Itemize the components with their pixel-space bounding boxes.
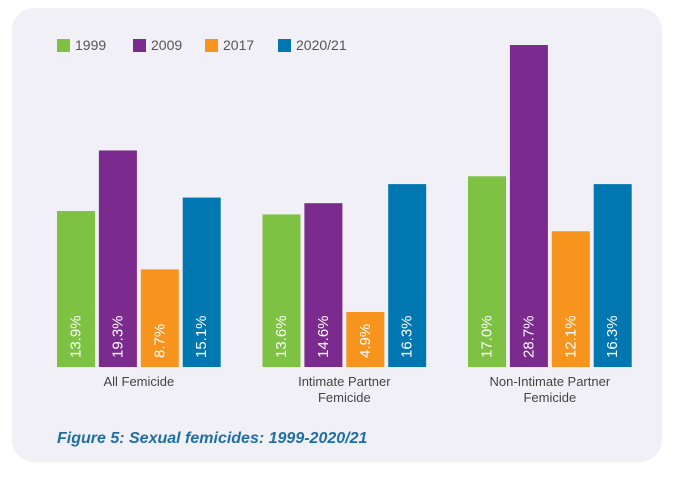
bar [593,184,632,367]
legend-label: 2020/21 [296,37,347,53]
chart-title: Figure 5: Sexual femicides: 1999-2020/21 [57,430,368,447]
bar [346,312,385,367]
bar [98,150,137,367]
value-label: 13.6% [273,315,290,358]
value-label: 14.6% [315,315,332,358]
legend-label: 2009 [151,37,183,53]
value-label: 12.1% [562,315,579,358]
bar [468,176,506,367]
bar [57,211,95,367]
value-label: 13.9% [68,315,85,358]
x-tick-label: All Femicide [103,374,175,389]
legend-item: 2017 [205,37,254,53]
bar [262,214,301,367]
value-label: 16.3% [399,315,416,358]
value-label: 19.3% [109,315,126,358]
bar [551,231,590,367]
legend-item: 1999 [57,37,106,53]
bar [304,203,343,367]
bar [140,269,179,367]
x-tick-label: Intimate Partner Femicide [298,374,391,405]
value-label: 4.9% [357,324,374,358]
x-tick-label: Non-Intimate Partner Femicide [489,374,611,405]
legend-swatch [278,38,291,52]
bar [182,197,221,367]
legend-swatch [133,38,146,52]
legend-label: 1999 [75,37,107,53]
legend-swatch [57,38,70,52]
bar [509,45,548,367]
legend-swatch [205,38,218,52]
legend-item: 2009 [133,37,182,53]
value-label: 15.1% [193,315,210,358]
value-label: 8.7% [151,324,168,358]
value-label: 17.0% [479,315,496,358]
value-label: 28.7% [520,315,537,358]
bar [388,184,427,367]
value-label: 16.3% [604,315,621,358]
legend-item: 2020/21 [278,37,347,53]
legend-label: 2017 [223,37,255,53]
